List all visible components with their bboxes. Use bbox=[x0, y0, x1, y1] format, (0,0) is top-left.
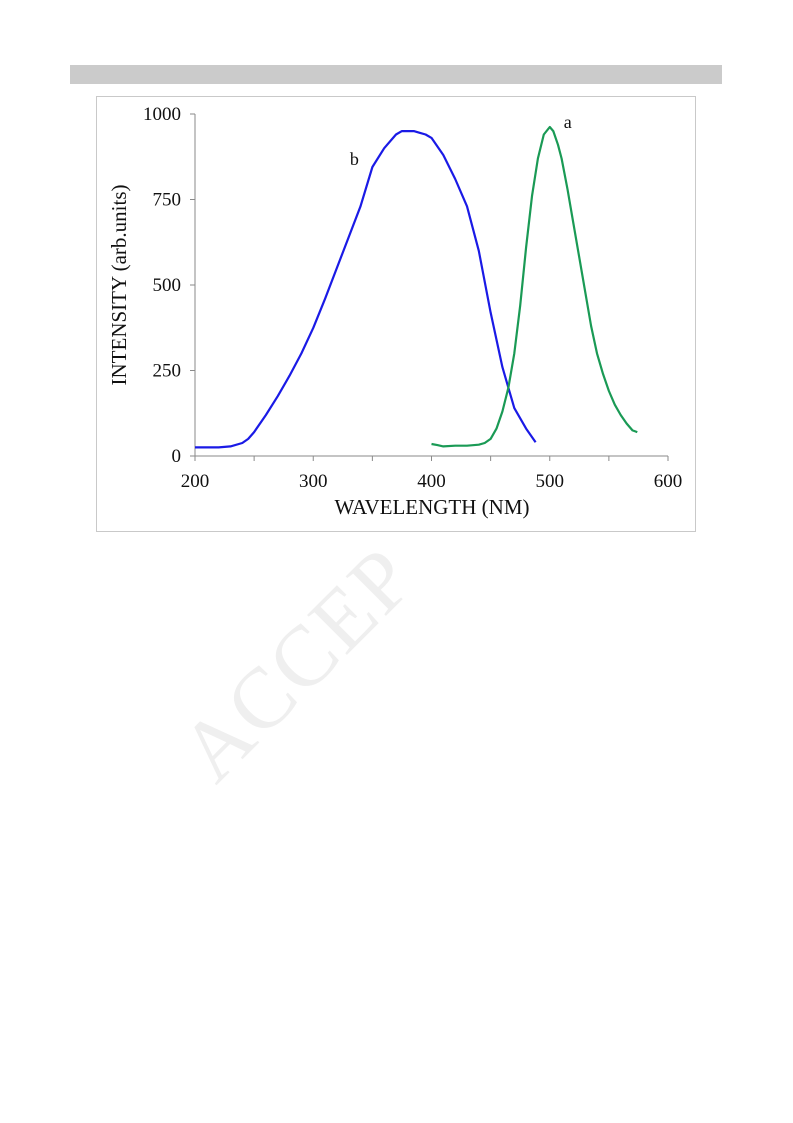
y-tick-label: 1000 bbox=[143, 104, 181, 125]
x-tick-label: 200 bbox=[181, 471, 210, 492]
series-label-a: a bbox=[564, 112, 572, 132]
figure-frame bbox=[96, 96, 696, 532]
series-label-b: b bbox=[350, 149, 359, 169]
y-tick-label: 500 bbox=[153, 275, 182, 296]
page-header-bar bbox=[70, 65, 722, 84]
y-tick-label: 750 bbox=[153, 190, 182, 211]
chart-labels: ba bbox=[350, 112, 572, 169]
chart-series bbox=[195, 125, 638, 449]
x-tick-label: 500 bbox=[536, 471, 565, 492]
x-axis-label: WAVELENGTH (NM) bbox=[335, 495, 530, 519]
y-tick-label: 250 bbox=[153, 361, 182, 382]
x-tick-label: 600 bbox=[654, 471, 683, 492]
x-tick-label: 400 bbox=[417, 471, 446, 492]
chart-axes: 0 250 500 750 1000 200 300 400 500 600 bbox=[143, 104, 682, 492]
series-line-a bbox=[431, 125, 638, 448]
x-tick-label: 300 bbox=[299, 471, 328, 492]
y-tick-label: 0 bbox=[172, 446, 182, 467]
y-axis-label: INTENSITY (arb.units) bbox=[107, 184, 131, 385]
series-line-b bbox=[195, 130, 537, 449]
